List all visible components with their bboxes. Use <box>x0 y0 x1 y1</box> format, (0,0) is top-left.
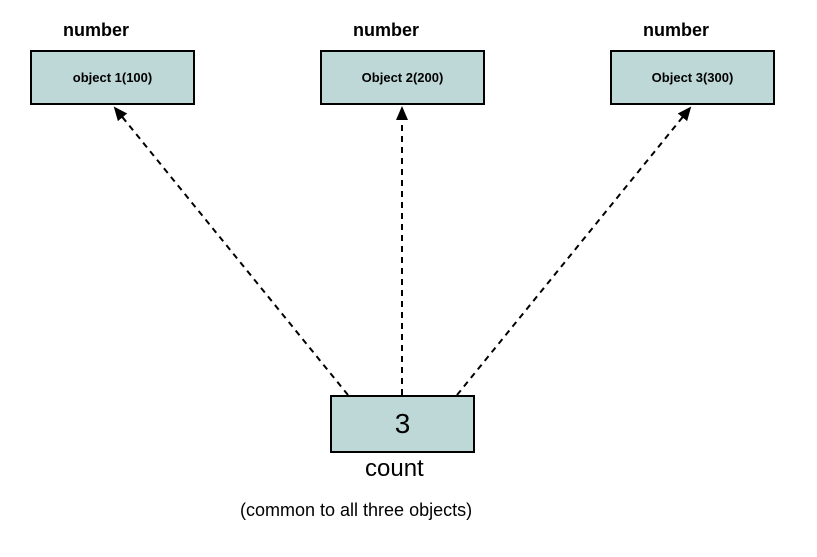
diagram-canvas: number number number object 1(100) Objec… <box>0 0 817 557</box>
top-label-2: number <box>353 20 419 41</box>
count-box: 3 <box>330 395 475 453</box>
edge-count-obj3 <box>457 108 690 395</box>
object-box-1: object 1(100) <box>30 50 195 105</box>
count-value: 3 <box>395 408 411 440</box>
object-label-2: Object 2(200) <box>362 70 444 85</box>
object-box-2: Object 2(200) <box>320 50 485 105</box>
caption: (common to all three objects) <box>240 500 472 521</box>
object-label-1: object 1(100) <box>73 70 152 85</box>
top-label-3: number <box>643 20 709 41</box>
edge-count-obj1 <box>115 108 348 395</box>
count-label: count <box>365 455 424 483</box>
object-box-3: Object 3(300) <box>610 50 775 105</box>
object-label-3: Object 3(300) <box>652 70 734 85</box>
top-label-1: number <box>63 20 129 41</box>
